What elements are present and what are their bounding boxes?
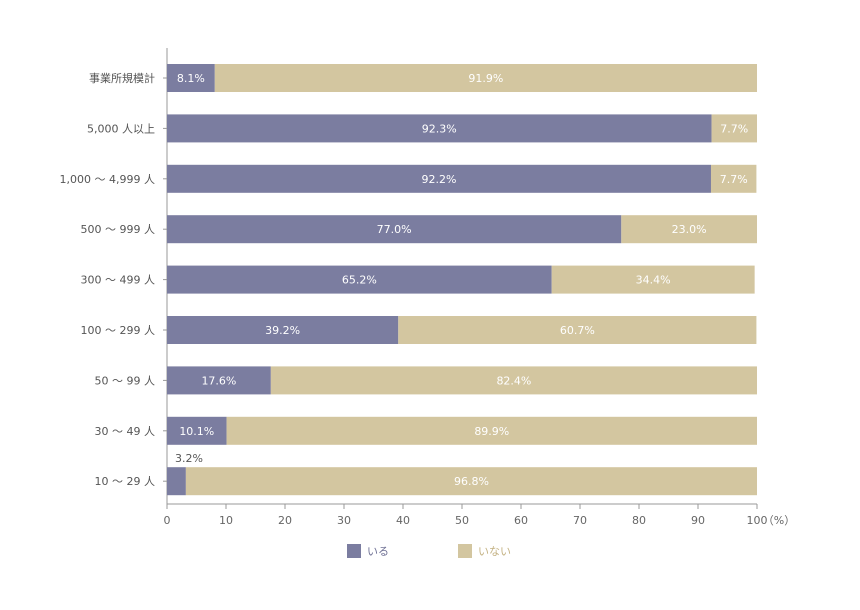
data-label: 91.9% bbox=[468, 72, 503, 85]
data-label: 8.1% bbox=[177, 72, 205, 85]
data-label: 77.0% bbox=[377, 223, 412, 236]
data-label: 92.2% bbox=[422, 173, 457, 186]
data-label: 82.4% bbox=[496, 374, 531, 387]
x-tick-label: 50 bbox=[455, 514, 469, 527]
bar-segment-iru bbox=[167, 215, 622, 244]
category-label: 500 ～ 999 人 bbox=[81, 223, 155, 236]
data-label: 10.1% bbox=[179, 425, 214, 438]
data-label: 60.7% bbox=[560, 324, 595, 337]
bar-segment-inai bbox=[226, 416, 758, 445]
data-label: 23.0% bbox=[672, 223, 707, 236]
x-tick-label: 80 bbox=[632, 514, 646, 527]
x-tick-label: 0 bbox=[164, 514, 171, 527]
category-label: 50 ～ 99 人 bbox=[95, 374, 155, 387]
bar-segment-inai bbox=[270, 366, 757, 395]
data-label: 34.4% bbox=[636, 274, 671, 287]
x-tick-label: 70 bbox=[573, 514, 587, 527]
x-tick-label: 100 bbox=[747, 514, 768, 527]
bar-segment-iru bbox=[167, 316, 399, 344]
bar-segment-inai bbox=[214, 64, 758, 92]
x-tick-label: 60 bbox=[514, 514, 528, 527]
bar-segment-inai bbox=[185, 467, 757, 496]
bar-segment-iru bbox=[167, 265, 552, 294]
legend-label: いる bbox=[367, 545, 389, 558]
bar-segment-inai bbox=[710, 164, 757, 193]
x-tick-label: 10 bbox=[219, 514, 233, 527]
bar-segment-iru bbox=[167, 64, 215, 92]
bar-segment-iru bbox=[167, 164, 711, 193]
bar-segment-inai bbox=[398, 316, 757, 344]
x-tick-label: 40 bbox=[396, 514, 410, 527]
bar-segment-inai bbox=[551, 265, 755, 294]
bar-segment-iru bbox=[167, 467, 186, 496]
x-tick-label: 20 bbox=[278, 514, 292, 527]
bar-segment-inai bbox=[711, 114, 757, 143]
category-label: 30 ～ 49 人 bbox=[95, 425, 155, 438]
data-label: 65.2% bbox=[342, 274, 377, 287]
data-label: 39.2% bbox=[265, 324, 300, 337]
legend-swatch bbox=[458, 544, 472, 558]
x-tick-label: 90 bbox=[691, 514, 705, 527]
data-label: 3.2% bbox=[175, 452, 203, 465]
category-label: 10 ～ 29 人 bbox=[95, 475, 155, 488]
category-label: 事業所規模計 bbox=[89, 71, 155, 85]
category-label: 1,000 ～ 4,999 人 bbox=[60, 173, 155, 186]
x-tick-label: 30 bbox=[337, 514, 351, 527]
legend-swatch bbox=[347, 544, 361, 558]
category-label: 5,000 人以上 bbox=[87, 122, 155, 135]
category-label: 100 ～ 299 人 bbox=[81, 324, 155, 337]
data-label: 96.8% bbox=[454, 475, 489, 488]
data-label: 7.7% bbox=[720, 173, 748, 186]
x-axis-unit-label: （%） bbox=[763, 514, 795, 527]
data-label: 7.7% bbox=[720, 122, 748, 135]
bar-segment-iru bbox=[167, 416, 227, 445]
legend-label: いない bbox=[478, 545, 511, 558]
bar-segment-iru bbox=[167, 366, 271, 395]
category-label: 300 ～ 499 人 bbox=[81, 274, 155, 287]
bar-segment-inai bbox=[621, 215, 757, 244]
data-label: 17.6% bbox=[201, 374, 236, 387]
data-label: 89.9% bbox=[474, 425, 509, 438]
data-label: 92.3% bbox=[422, 122, 457, 135]
bar-segment-iru bbox=[167, 114, 712, 143]
